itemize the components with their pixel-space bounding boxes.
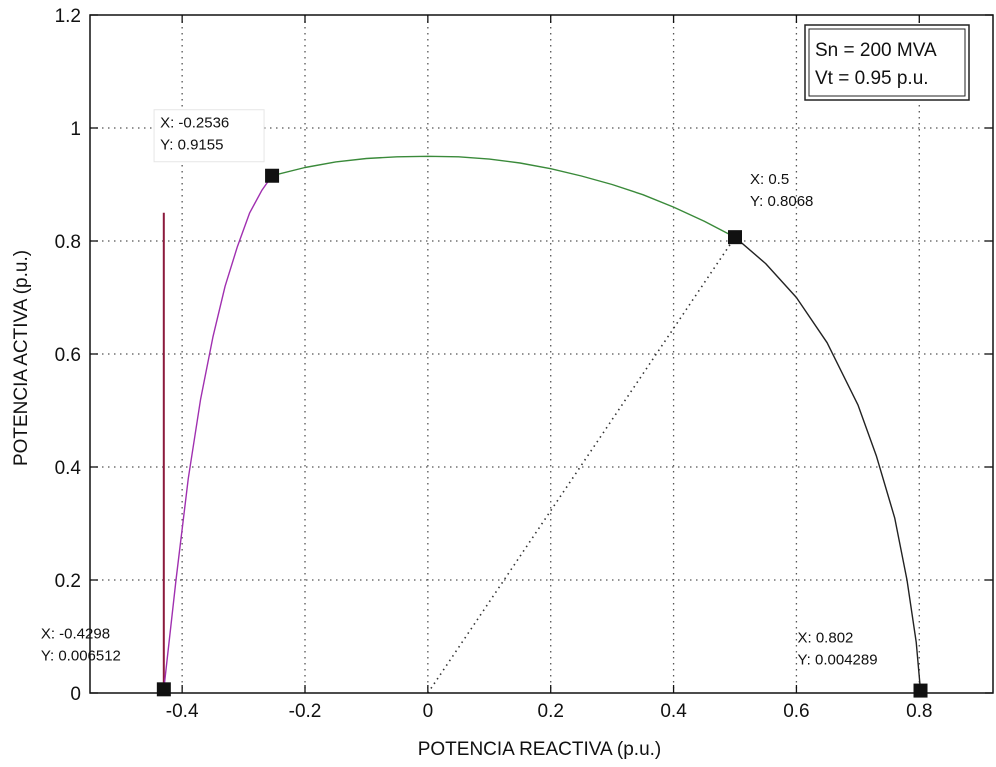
y-tick-label-3: 0.6 — [55, 345, 81, 366]
x-tick-label-5: 0.6 — [783, 701, 809, 722]
parameter-annotation-box: Sn = 200 MVA Vt = 0.95 p.u. — [804, 24, 970, 101]
x-tick-label-0: -0.4 — [166, 701, 199, 722]
grid-lines — [90, 15, 993, 693]
data-tip-marker-3 — [913, 683, 928, 698]
data-tip-x-label-3: X: 0.802 — [798, 630, 854, 647]
y-tick-label-1: 0.2 — [55, 571, 81, 592]
data-tip-y-label-2: Y: 0.006512 — [41, 647, 121, 664]
plot-frame — [89, 14, 994, 694]
y-tick-label-2: 0.4 — [55, 458, 82, 479]
x-tick-label-6: 0.8 — [906, 701, 932, 722]
data-tips: X: -0.2536 Y: 0.9155 X: 0.5 Y: 0.8068 X: -0.… — [41, 109, 928, 698]
x-tick-label-2: 0 — [423, 701, 434, 722]
data-tip-marker-2 — [156, 682, 171, 697]
annotation-rated-power: Sn = 200 MVA — [815, 40, 937, 61]
series-line-1 — [163, 175, 273, 690]
x-tick-label-4: 0.4 — [660, 701, 687, 722]
data-tip-y-label-1: Y: 0.8068 — [750, 193, 813, 210]
y-tick-label-0: 0 — [70, 684, 81, 705]
y-tick-label-6: 1.2 — [55, 6, 81, 27]
annotation-frame-outer — [804, 24, 970, 101]
data-tip-x-label-1: X: 0.5 — [750, 171, 789, 188]
data-tip-y-label-0: Y: 0.9155 — [160, 137, 223, 154]
y-tick-label-5: 1 — [70, 119, 81, 140]
data-tip-y-label-3: Y: 0.004289 — [798, 652, 878, 669]
data-tip-x-label-0: X: -0.2536 — [160, 115, 229, 132]
y-axis-title: POTENCIA ACTIVA (p.u.) — [11, 250, 32, 466]
x-tick-label-3: 0.2 — [538, 701, 564, 722]
data-tip-x-label-2: X: -0.4298 — [41, 625, 110, 642]
data-tip-marker-1 — [728, 230, 742, 245]
data-tip-marker-0 — [265, 168, 280, 183]
x-axis-title: POTENCIA REACTIVA (p.u.) — [418, 739, 662, 760]
series-lines — [162, 155, 922, 694]
data-tip-box-0 — [153, 109, 265, 163]
series-line-3 — [734, 236, 922, 691]
annotation-terminal-voltage: Vt = 0.95 p.u. — [815, 68, 929, 89]
y-tick-label-4: 0.8 — [55, 232, 81, 253]
x-tick-label-1: -0.2 — [289, 701, 322, 722]
series-line-2 — [271, 155, 736, 238]
axis-ticks: -0.4 -0.2 0 0.2 0.4 0.6 0.8 0 0.2 0.4 0.6 0.8 1 1.2 — [55, 6, 993, 722]
annotation-frame-inner — [808, 28, 966, 97]
